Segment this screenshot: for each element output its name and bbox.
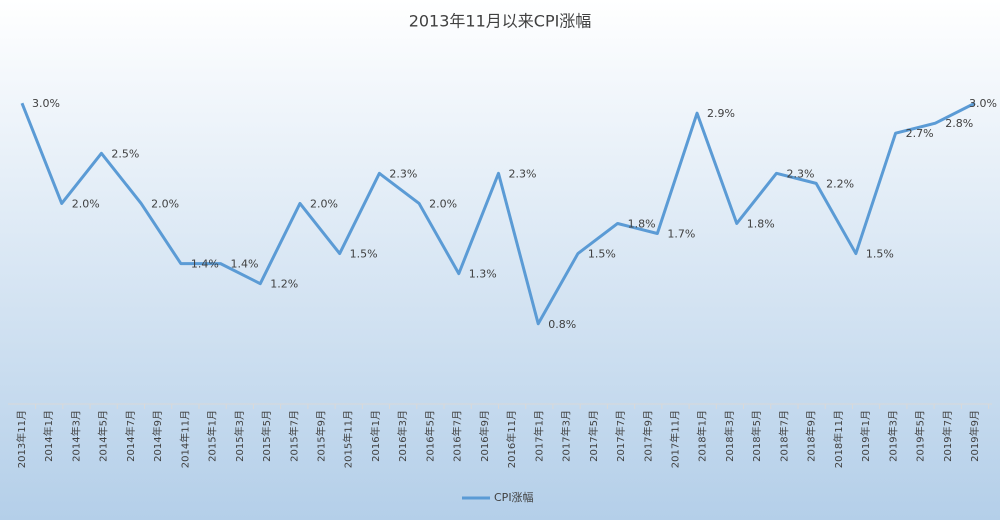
data-label: 1.5% — [588, 248, 616, 261]
x-tick-label: 2015年5月 — [260, 410, 273, 462]
x-tick-label: 2014年11月 — [178, 410, 191, 468]
data-label: 2.2% — [826, 177, 854, 190]
data-label: 2.3% — [786, 167, 814, 180]
data-label: 2.0% — [72, 197, 100, 210]
x-tick-label: 2015年7月 — [287, 410, 300, 462]
x-tick-label: 2019年3月 — [886, 410, 899, 462]
x-tick-label: 2018年11月 — [832, 410, 845, 468]
legend-label: CPI涨幅 — [494, 491, 534, 504]
x-tick-label: 2017年5月 — [587, 410, 600, 462]
data-label: 1.8% — [747, 217, 775, 230]
data-label: 1.5% — [866, 248, 894, 261]
data-label: 2.0% — [429, 197, 457, 210]
x-tick-label: 2017年7月 — [614, 410, 627, 462]
data-label: 0.8% — [548, 318, 576, 331]
data-label: 1.4% — [191, 258, 219, 271]
x-tick-label: 2017年9月 — [641, 410, 654, 462]
x-tick-label: 2019年1月 — [859, 410, 872, 462]
data-label: 1.8% — [628, 217, 656, 230]
x-tick-label: 2019年9月 — [968, 410, 981, 462]
x-tick-label: 2016年7月 — [451, 410, 464, 462]
line — [20, 101, 976, 326]
x-tick-label: 2018年7月 — [777, 410, 790, 462]
data-label: 3.0% — [969, 97, 997, 110]
x-tick-label: 2017年1月 — [532, 410, 545, 462]
data-label: 1.2% — [270, 278, 298, 291]
data-label: 3.0% — [32, 97, 60, 110]
x-tick-label: 2017年3月 — [560, 410, 573, 462]
x-tick-label: 2015年11月 — [342, 410, 355, 468]
data-label: 2.9% — [707, 107, 735, 120]
data-label: 2.0% — [151, 197, 179, 210]
x-tick-label: 2019年7月 — [941, 410, 954, 462]
x-tick-label: 2016年5月 — [423, 410, 436, 462]
data-label: 1.3% — [469, 268, 497, 281]
data-label: 1.5% — [350, 248, 378, 261]
x-tick-label: 2018年9月 — [805, 410, 818, 462]
x-tick-label: 2016年3月 — [396, 410, 409, 462]
x-tick-label: 2013年11月 — [15, 410, 28, 468]
x-tick-label: 2015年1月 — [206, 410, 219, 462]
x-tick-label: 2015年3月 — [233, 410, 246, 462]
x-tick-label: 2014年7月 — [124, 410, 137, 462]
x-tick-label: 2016年1月 — [369, 410, 382, 462]
x-tick-label: 2014年1月 — [42, 410, 55, 462]
data-label: 2.8% — [945, 117, 973, 130]
x-tick-label: 2014年3月 — [69, 410, 82, 462]
x-tick-label: 2016年9月 — [478, 410, 491, 462]
x-tick-label: 2018年1月 — [696, 410, 709, 462]
x-tick-label: 2018年3月 — [723, 410, 736, 462]
data-label: 2.3% — [509, 167, 537, 180]
x-tick-label: 2019年5月 — [914, 410, 927, 462]
data-label: 2.5% — [111, 147, 139, 160]
data-label: 1.4% — [231, 258, 259, 271]
x-tick-label: 2018年5月 — [750, 410, 763, 462]
x-tick-label: 2014年9月 — [151, 410, 164, 462]
x-tick-label: 2016年11月 — [505, 410, 518, 468]
x-tick-label: 2017年11月 — [668, 410, 681, 468]
data-label: 2.7% — [906, 127, 934, 140]
data-label: 1.7% — [667, 228, 695, 241]
x-tick-label: 2014年5月 — [97, 410, 110, 462]
chart-title: 2013年11月以来CPI涨幅 — [409, 12, 592, 31]
data-label: 2.0% — [310, 197, 338, 210]
data-label: 2.3% — [389, 167, 417, 180]
x-tick-label: 2015年9月 — [315, 410, 328, 462]
